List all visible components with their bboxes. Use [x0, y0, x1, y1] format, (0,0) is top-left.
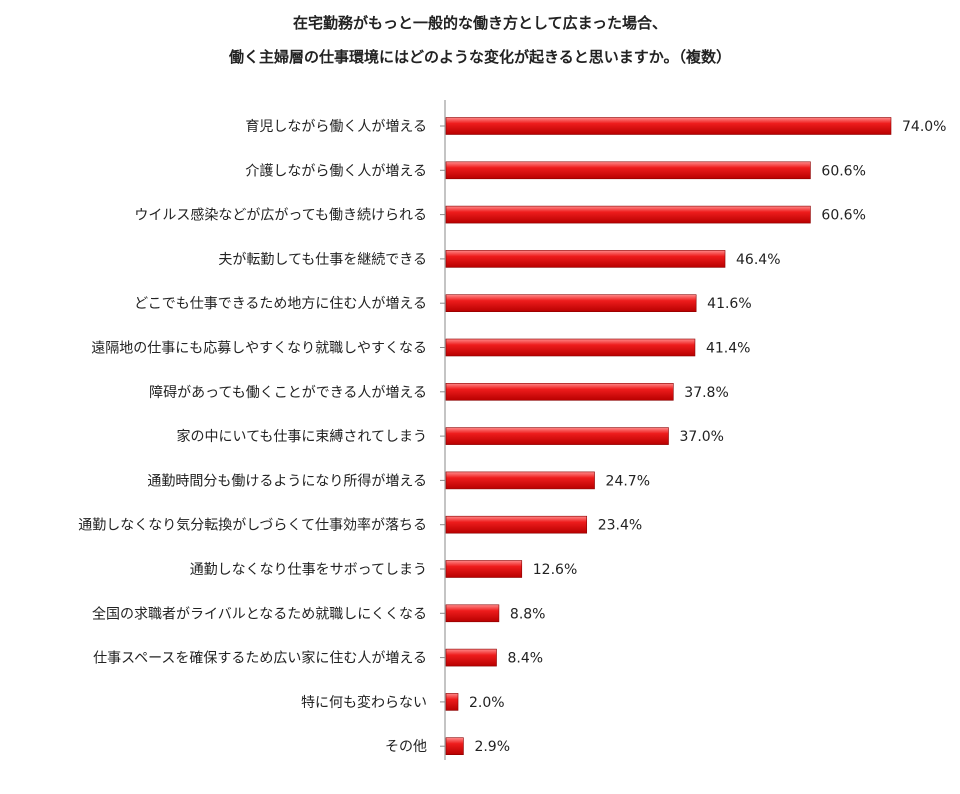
bar: [445, 604, 500, 623]
category-label: 夫が転勤しても仕事を継続できる: [218, 251, 427, 268]
value-label: 23.4%: [598, 518, 642, 534]
category-label: 特に何も変わらない: [301, 694, 427, 711]
category-label: 通勤しなくなり仕事をサボってしまう: [190, 562, 427, 578]
category-label: 障碍があっても働くことができる人が増える: [149, 385, 427, 401]
category-label: 通勤時間分も働けるようになり所得が増える: [147, 472, 427, 489]
value-label: 60.6%: [821, 163, 865, 179]
category-label: 介護しながら働く人が増える: [245, 163, 427, 179]
category-label: 家の中にいても仕事に束縛されてしまう: [177, 428, 427, 445]
bar: [445, 250, 726, 268]
bar: [445, 161, 811, 180]
category-label: ウイルス感染などが広がっても働き続けられる: [134, 207, 427, 224]
category-label: 遠隔地の仕事にも応募しやすくなり就職しやすくなる: [91, 341, 427, 357]
value-label: 37.0%: [680, 429, 724, 445]
bar: [445, 471, 595, 490]
bar: [445, 117, 892, 135]
value-label: 37.8%: [684, 385, 728, 401]
value-label: 12.6%: [533, 562, 577, 578]
value-label: 46.4%: [736, 252, 780, 268]
category-label: その他: [385, 739, 427, 755]
bar: [445, 294, 697, 313]
value-label: 2.0%: [469, 695, 505, 711]
category-label: 通勤しなくなり気分転換がしづらくて仕事効率が落ちる: [78, 517, 427, 534]
value-label: 41.4%: [706, 341, 750, 357]
value-label: 8.4%: [508, 651, 544, 667]
chart-title-line-1: 在宅勤務がもっと一般的な働き方として広まった場合、: [293, 14, 667, 32]
bar: [445, 560, 523, 578]
bar: [445, 693, 459, 711]
value-label: 8.8%: [510, 606, 546, 622]
bar: [445, 382, 674, 401]
value-label: 24.7%: [606, 473, 650, 489]
value-label: 60.6%: [821, 208, 865, 224]
category-label: 全国の求職者がライバルとなるため就職しにくくなる: [92, 605, 427, 622]
category-label: どこでも仕事できるため地方に住む人が増える: [134, 296, 427, 312]
bar: [445, 737, 464, 756]
bar: [445, 338, 696, 357]
category-label: 仕事スペースを確保するため広い家に住む人が増える: [93, 650, 427, 667]
category-label: 育児しながら働く人が増える: [245, 119, 427, 135]
value-label: 74.0%: [902, 119, 946, 135]
bar: [445, 427, 669, 445]
bar: [445, 648, 497, 667]
bar: [445, 205, 811, 224]
bar: [445, 515, 588, 534]
chart-title-line-2: 働く主婦層の仕事環境にはどのような変化が起きると思いますか。（複数）: [229, 48, 731, 66]
value-label: 2.9%: [474, 739, 510, 755]
value-label: 41.6%: [707, 296, 751, 312]
